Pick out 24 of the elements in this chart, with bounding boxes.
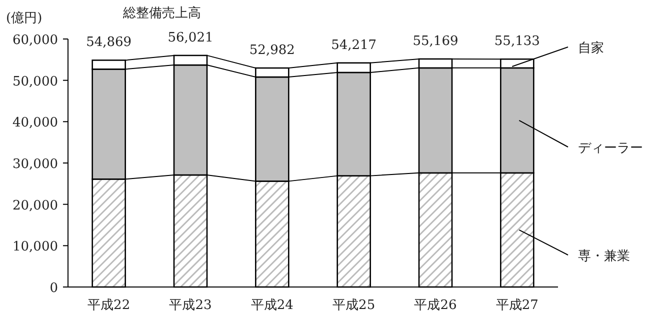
total-label: 55,169 [412, 34, 458, 49]
y-tick-label: 60,000 [12, 33, 58, 48]
y-tick-label: 40,000 [12, 116, 58, 131]
x-tick-label: 平成22 [88, 298, 130, 313]
y-tick-label: 30,000 [12, 157, 58, 172]
total-label: 54,869 [86, 35, 132, 50]
x-tick-label: 平成27 [496, 298, 538, 313]
y-tick-label: 20,000 [12, 198, 58, 214]
x-tick-label: 平成25 [332, 298, 376, 313]
title: 総整備売上高 [123, 6, 201, 21]
text: 専・兼業 [578, 249, 630, 264]
text: 自家 [578, 41, 604, 56]
text: ディーラー [578, 141, 643, 156]
total-label: 52,982 [249, 43, 295, 58]
total-label: 56,021 [168, 30, 214, 46]
y-tick-label: 10,000 [12, 240, 58, 255]
ylabel: (億円) [6, 11, 42, 26]
total-label: 55,133 [494, 34, 540, 50]
total-label: 54,217 [331, 38, 377, 53]
x-tick-label: 平成23 [169, 298, 212, 313]
y-tick-label: 50,000 [12, 74, 58, 90]
x-tick-label: 平成24 [250, 298, 294, 313]
y-tick-label: 0 [50, 281, 58, 296]
x-tick-label: 平成26 [414, 298, 457, 313]
